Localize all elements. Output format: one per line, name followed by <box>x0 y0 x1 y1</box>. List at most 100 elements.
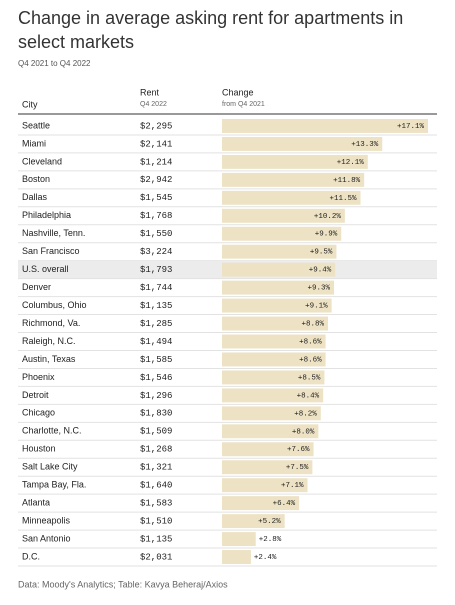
bar <box>222 334 326 349</box>
city: Boston <box>22 174 50 184</box>
bar <box>222 154 368 169</box>
rent: $1,585 <box>140 355 172 365</box>
footer: Data: Moody's Analytics; Table: Kavya Be… <box>18 579 228 589</box>
change-label: +17.1% <box>397 123 425 131</box>
rent: $2,295 <box>140 121 172 131</box>
bar <box>222 460 313 475</box>
city: Miami <box>22 138 46 148</box>
city: U.S. overall <box>22 264 69 274</box>
city: San Francisco <box>22 246 80 256</box>
city: Detroit <box>22 390 49 400</box>
change-label: +11.8% <box>333 177 361 185</box>
rent: $1,793 <box>140 265 172 275</box>
column-header: Rent <box>140 87 160 97</box>
change-label: +7.1% <box>281 482 304 490</box>
change-label: +8.0% <box>292 428 315 436</box>
rent: $2,141 <box>140 139 172 149</box>
city: Phoenix <box>22 372 55 382</box>
city: Charlotte, N.C. <box>22 426 82 436</box>
rent: $1,583 <box>140 499 172 509</box>
rent: $2,031 <box>140 552 172 562</box>
bar <box>222 388 324 403</box>
rent: $1,830 <box>140 409 172 419</box>
change-label: +9.4% <box>309 267 332 275</box>
bar <box>222 208 345 223</box>
rent: $1,135 <box>140 534 172 544</box>
city: San Antonio <box>22 533 71 543</box>
change-label: +7.6% <box>287 446 310 454</box>
change-label: +5.2% <box>258 518 281 526</box>
rent: $1,135 <box>140 301 172 311</box>
city: Richmond, Va. <box>22 318 80 328</box>
city: Salt Lake City <box>22 462 78 472</box>
change-label: +12.1% <box>337 159 365 167</box>
bar <box>222 478 308 493</box>
bar <box>222 370 325 385</box>
column-header: Change <box>222 87 254 97</box>
rent: $1,545 <box>140 193 172 203</box>
rent: $3,224 <box>140 247 172 257</box>
change-label: +2.8% <box>259 536 282 544</box>
city: Austin, Texas <box>22 354 76 364</box>
column-header: City <box>22 99 38 109</box>
change-label: +9.1% <box>305 303 328 311</box>
title-line: Change in average asking rent for apartm… <box>18 8 403 28</box>
change-label: +8.6% <box>299 356 322 364</box>
rent: $1,214 <box>140 157 172 167</box>
bar <box>222 514 285 529</box>
bar <box>222 406 321 421</box>
rent: $1,285 <box>140 319 172 329</box>
rent: $1,321 <box>140 463 172 473</box>
title-line: select markets <box>18 32 134 52</box>
column-subheader: from Q4 2021 <box>222 101 265 108</box>
city: D.C. <box>22 551 40 561</box>
change-label: +9.5% <box>310 249 333 257</box>
rent: $1,640 <box>140 481 172 491</box>
bar <box>222 226 342 241</box>
city: Houston <box>22 444 56 454</box>
bar <box>222 190 361 205</box>
bar <box>222 496 300 511</box>
rent: $1,550 <box>140 229 172 239</box>
rent: $2,942 <box>140 175 172 185</box>
bar <box>222 119 428 133</box>
change-label: +8.5% <box>298 374 321 382</box>
bar <box>222 172 365 187</box>
city: Minneapolis <box>22 515 71 525</box>
column-subheader: Q4 2022 <box>140 101 167 108</box>
change-label: +9.3% <box>308 285 331 293</box>
bar <box>222 442 314 457</box>
bar <box>222 352 326 367</box>
rent: $1,510 <box>140 516 172 526</box>
change-label: +13.3% <box>351 141 379 149</box>
city: Atlanta <box>22 498 50 508</box>
change-label: +8.4% <box>297 392 320 400</box>
city: Dallas <box>22 192 48 202</box>
bar <box>222 262 336 277</box>
city: Philadelphia <box>22 210 71 220</box>
rent: $1,744 <box>140 283 172 293</box>
bar <box>222 280 335 295</box>
change-label: +8.6% <box>299 338 322 346</box>
change-label: +8.2% <box>294 410 317 418</box>
change-label: +11.5% <box>330 195 358 203</box>
change-label: +9.9% <box>315 231 338 239</box>
change-label: +2.4% <box>254 554 277 562</box>
change-label: +6.4% <box>273 500 296 508</box>
bar <box>222 424 319 439</box>
city: Tampa Bay, Fla. <box>22 480 86 490</box>
rent: $1,768 <box>140 211 172 221</box>
rent: $1,509 <box>140 427 172 437</box>
rent: $1,494 <box>140 337 172 347</box>
bar <box>222 550 251 564</box>
subtitle: Q4 2021 to Q4 2022 <box>18 59 91 68</box>
city: Raleigh, N.C. <box>22 336 76 346</box>
rent: $1,268 <box>140 445 172 455</box>
bar <box>222 136 383 151</box>
bar <box>222 532 256 547</box>
rent: $1,296 <box>140 391 172 401</box>
city: Columbus, Ohio <box>22 300 87 310</box>
bar <box>222 316 329 331</box>
change-label: +7.5% <box>286 464 309 472</box>
